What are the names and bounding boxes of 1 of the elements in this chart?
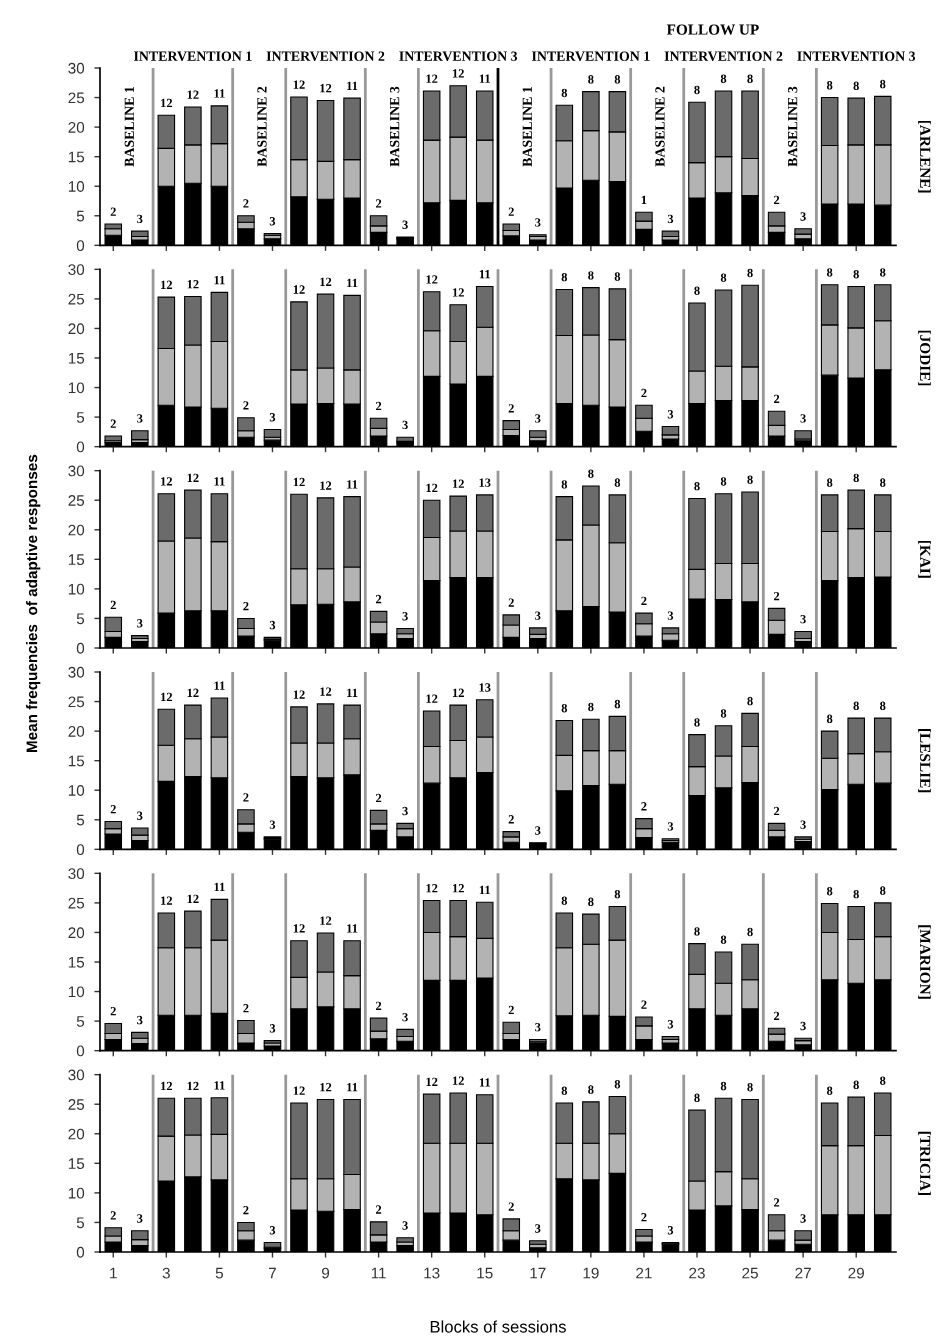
- x-axis-title: Blocks of sessions: [430, 1320, 566, 1333]
